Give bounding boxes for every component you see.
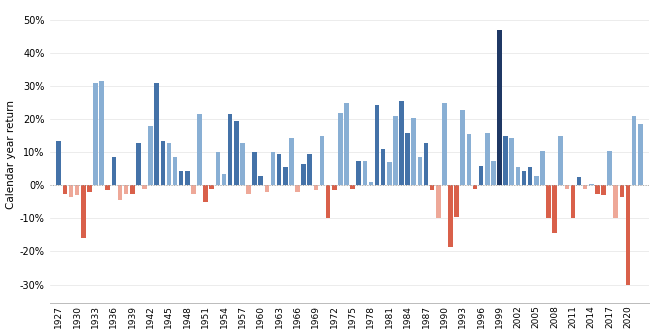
Bar — [93, 83, 98, 185]
Bar — [136, 143, 141, 185]
Bar — [583, 185, 588, 189]
Bar — [510, 138, 514, 185]
Bar — [185, 171, 189, 185]
Bar — [289, 138, 293, 185]
Bar — [234, 121, 238, 185]
Bar — [448, 185, 453, 246]
Bar — [632, 116, 637, 185]
Bar — [540, 151, 544, 185]
Bar — [559, 136, 563, 185]
Bar — [271, 152, 275, 185]
Bar — [173, 157, 178, 185]
Bar — [473, 185, 477, 189]
Bar — [515, 167, 520, 185]
Bar — [56, 141, 61, 185]
Bar — [375, 105, 379, 185]
Bar — [222, 174, 227, 185]
Bar — [418, 157, 422, 185]
Bar — [252, 152, 257, 185]
Bar — [118, 185, 122, 200]
Bar — [485, 133, 489, 185]
Bar — [424, 143, 428, 185]
Bar — [614, 185, 618, 218]
Bar — [369, 182, 373, 185]
Bar — [338, 113, 343, 185]
Bar — [75, 185, 79, 195]
Bar — [160, 141, 165, 185]
Bar — [565, 185, 569, 189]
Bar — [546, 185, 551, 218]
Bar — [362, 161, 367, 185]
Bar — [240, 143, 245, 185]
Bar — [350, 185, 355, 189]
Bar — [430, 185, 434, 190]
Bar — [442, 103, 447, 185]
Bar — [191, 185, 196, 194]
Bar — [320, 136, 324, 185]
Bar — [63, 185, 67, 194]
Bar — [81, 185, 86, 238]
Bar — [503, 136, 508, 185]
Bar — [155, 83, 159, 185]
Bar — [215, 152, 220, 185]
Bar — [179, 171, 183, 185]
Bar — [87, 185, 92, 192]
Bar — [577, 177, 582, 185]
Bar — [148, 126, 153, 185]
Bar — [381, 149, 386, 185]
Bar — [460, 110, 465, 185]
Bar — [638, 124, 643, 185]
Bar — [528, 167, 533, 185]
Bar — [265, 185, 269, 192]
Bar — [455, 185, 459, 217]
Bar — [166, 143, 171, 185]
Bar — [491, 161, 496, 185]
Bar — [228, 115, 233, 185]
Bar — [69, 185, 73, 197]
Bar — [283, 167, 288, 185]
Bar — [100, 81, 104, 185]
Bar — [571, 185, 575, 218]
Bar — [479, 166, 483, 185]
Bar — [387, 162, 392, 185]
Bar — [277, 154, 282, 185]
Bar — [411, 118, 416, 185]
Bar — [307, 154, 312, 185]
Bar — [626, 185, 630, 285]
Bar — [314, 185, 318, 190]
Bar — [259, 176, 263, 185]
Bar — [142, 185, 147, 189]
Bar — [589, 184, 593, 185]
Bar — [620, 185, 624, 197]
Bar — [203, 185, 208, 202]
Bar — [197, 115, 202, 185]
Bar — [595, 185, 600, 194]
Bar — [210, 185, 214, 189]
Bar — [124, 185, 128, 194]
Bar — [295, 185, 300, 192]
Bar — [436, 185, 441, 218]
Bar — [130, 185, 134, 194]
Bar — [466, 134, 471, 185]
Bar — [552, 185, 557, 233]
Y-axis label: Calendar year return: Calendar year return — [5, 100, 16, 209]
Bar — [601, 185, 606, 195]
Bar — [344, 103, 348, 185]
Bar — [356, 161, 361, 185]
Bar — [607, 151, 612, 185]
Bar — [521, 171, 526, 185]
Bar — [405, 133, 410, 185]
Bar — [105, 185, 110, 190]
Bar — [400, 101, 404, 185]
Bar — [497, 30, 502, 185]
Bar — [246, 185, 251, 194]
Bar — [332, 185, 337, 190]
Bar — [326, 185, 330, 218]
Bar — [301, 164, 306, 185]
Bar — [534, 176, 538, 185]
Bar — [393, 116, 398, 185]
Bar — [111, 157, 116, 185]
